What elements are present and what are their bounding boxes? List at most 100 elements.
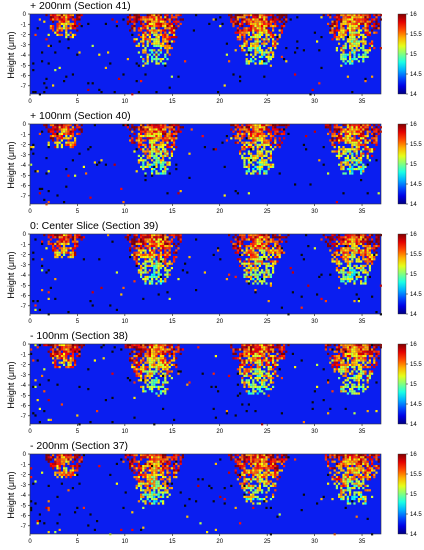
heatmap-cell — [52, 346, 55, 349]
heatmap-cell — [175, 256, 178, 259]
heatmap-cell — [212, 372, 215, 375]
heatmap-cell — [377, 352, 380, 355]
colorbar-tick-label: 16 — [410, 232, 417, 238]
heatmap-cell — [142, 526, 145, 529]
heatmap-cell — [166, 154, 169, 157]
heatmap-cell — [360, 260, 363, 263]
heatmap-cell — [338, 368, 341, 371]
heatmap-cell — [243, 42, 246, 45]
heatmap-cell — [368, 269, 371, 272]
heatmap-cell — [173, 139, 176, 142]
heatmap-cell — [267, 236, 270, 239]
heatmap-cell — [58, 458, 61, 461]
heatmap-cell — [311, 407, 314, 410]
heatmap-cell — [333, 128, 336, 131]
heatmap-cell — [155, 385, 158, 388]
heatmap-cell — [364, 370, 367, 373]
heatmap-cell — [368, 245, 371, 248]
heatmap-background — [30, 344, 381, 424]
heatmap-cell — [135, 469, 138, 472]
heatmap-cell — [353, 157, 356, 160]
heatmap-cell — [377, 350, 380, 353]
heatmap-cell — [346, 368, 349, 371]
heatmap-cell — [349, 348, 352, 351]
heatmap-cell — [67, 366, 70, 369]
heatmap-cell — [162, 33, 165, 36]
heatmap-cell — [364, 350, 367, 353]
heatmap-cell — [67, 242, 70, 245]
heatmap-cell — [256, 148, 259, 151]
heatmap-cell — [364, 29, 367, 32]
heatmap-cell — [355, 150, 358, 153]
heatmap-cell — [144, 482, 147, 485]
heatmap-cell — [124, 491, 127, 494]
x-tick-label: 15 — [169, 209, 176, 215]
heatmap-cell — [276, 359, 279, 362]
heatmap-cell — [245, 280, 248, 283]
heatmap-cell — [342, 251, 345, 254]
heatmap-cell — [49, 16, 52, 19]
heatmap-cell — [159, 350, 162, 353]
heatmap-cell — [181, 126, 184, 129]
heatmap-cell — [140, 148, 143, 151]
x-tick-label: 0 — [28, 209, 32, 215]
heatmap-cell — [269, 25, 272, 28]
heatmap-cell — [360, 137, 363, 140]
heatmap-cell — [157, 249, 160, 252]
heatmap-cell — [76, 465, 79, 468]
heatmap-cell — [67, 473, 70, 476]
heatmap-cell — [362, 242, 365, 245]
heatmap-cell — [129, 128, 132, 131]
heatmap-cell — [349, 264, 352, 267]
heatmap-cell — [353, 159, 356, 162]
heatmap-cell — [155, 91, 158, 94]
heatmap-cell — [366, 135, 369, 138]
heatmap-cell — [58, 18, 61, 21]
heatmap-cell — [241, 126, 244, 129]
heatmap-cell — [148, 25, 151, 28]
heatmap-cell — [254, 344, 257, 347]
heatmap-cell — [364, 236, 367, 239]
heatmap-cell — [236, 18, 239, 21]
heatmap-cell — [261, 271, 264, 274]
heatmap-cell — [344, 42, 347, 45]
heatmap-cell — [175, 20, 178, 23]
heatmap-cell — [56, 22, 59, 25]
heatmap-cell — [346, 256, 349, 259]
heatmap-cell — [67, 22, 70, 25]
heatmap-cell — [151, 245, 154, 248]
panel-title: + 200nm (Section 41) — [30, 0, 131, 12]
heatmap-cell — [278, 14, 281, 17]
heatmap-cell — [157, 359, 160, 362]
heatmap-cell — [162, 344, 165, 347]
heatmap-cell — [52, 130, 55, 133]
heatmap-cell — [159, 278, 162, 281]
heatmap-cell — [294, 51, 297, 54]
heatmap-cell — [353, 392, 356, 395]
heatmap-cell — [351, 256, 354, 259]
heatmap-cell — [58, 242, 61, 245]
heatmap-cell — [164, 280, 167, 283]
heatmap-cell — [340, 27, 343, 30]
heatmap-cell — [353, 348, 356, 351]
y-tick-label: 0 — [23, 342, 27, 348]
heatmap-cell — [144, 31, 147, 34]
heatmap-cell — [175, 366, 178, 369]
heatmap-cell — [230, 16, 233, 19]
heatmap-cell — [159, 242, 162, 245]
heatmap-cell — [67, 124, 70, 127]
heatmap-cell — [56, 348, 59, 351]
heatmap-cell — [362, 352, 365, 355]
heatmap-cell — [137, 262, 140, 265]
heatmap-cell — [151, 143, 154, 146]
heatmap-cell — [144, 25, 147, 28]
heatmap-cell — [373, 25, 376, 28]
heatmap-cell — [49, 344, 52, 347]
heatmap-cell — [349, 172, 352, 175]
heatmap-cell — [234, 18, 237, 21]
heatmap-cell — [56, 462, 59, 465]
heatmap-cell — [274, 256, 277, 259]
heatmap-cell — [243, 44, 246, 47]
heatmap-cell — [335, 25, 338, 28]
heatmap-cell — [175, 350, 178, 353]
